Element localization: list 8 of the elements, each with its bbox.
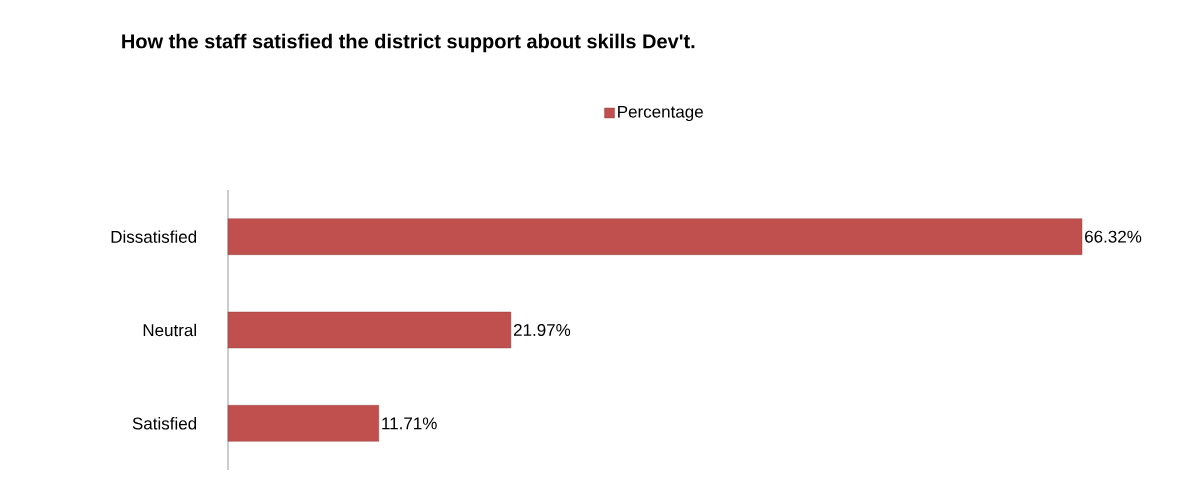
y-tick-label: Satisfied: [132, 417, 197, 430]
y-tick-label: Neutral: [143, 323, 196, 337]
data-label: 66.32%: [1085, 230, 1142, 243]
y-tick-label: Dissatisfied: [111, 230, 197, 243]
chart-title: How the staff satisfied the district support about skills Dev't.: [122, 33, 695, 53]
data-label: 21.97%: [513, 323, 571, 337]
legend-label: Percentage: [618, 105, 703, 122]
data-label: 11.71%: [382, 417, 437, 430]
